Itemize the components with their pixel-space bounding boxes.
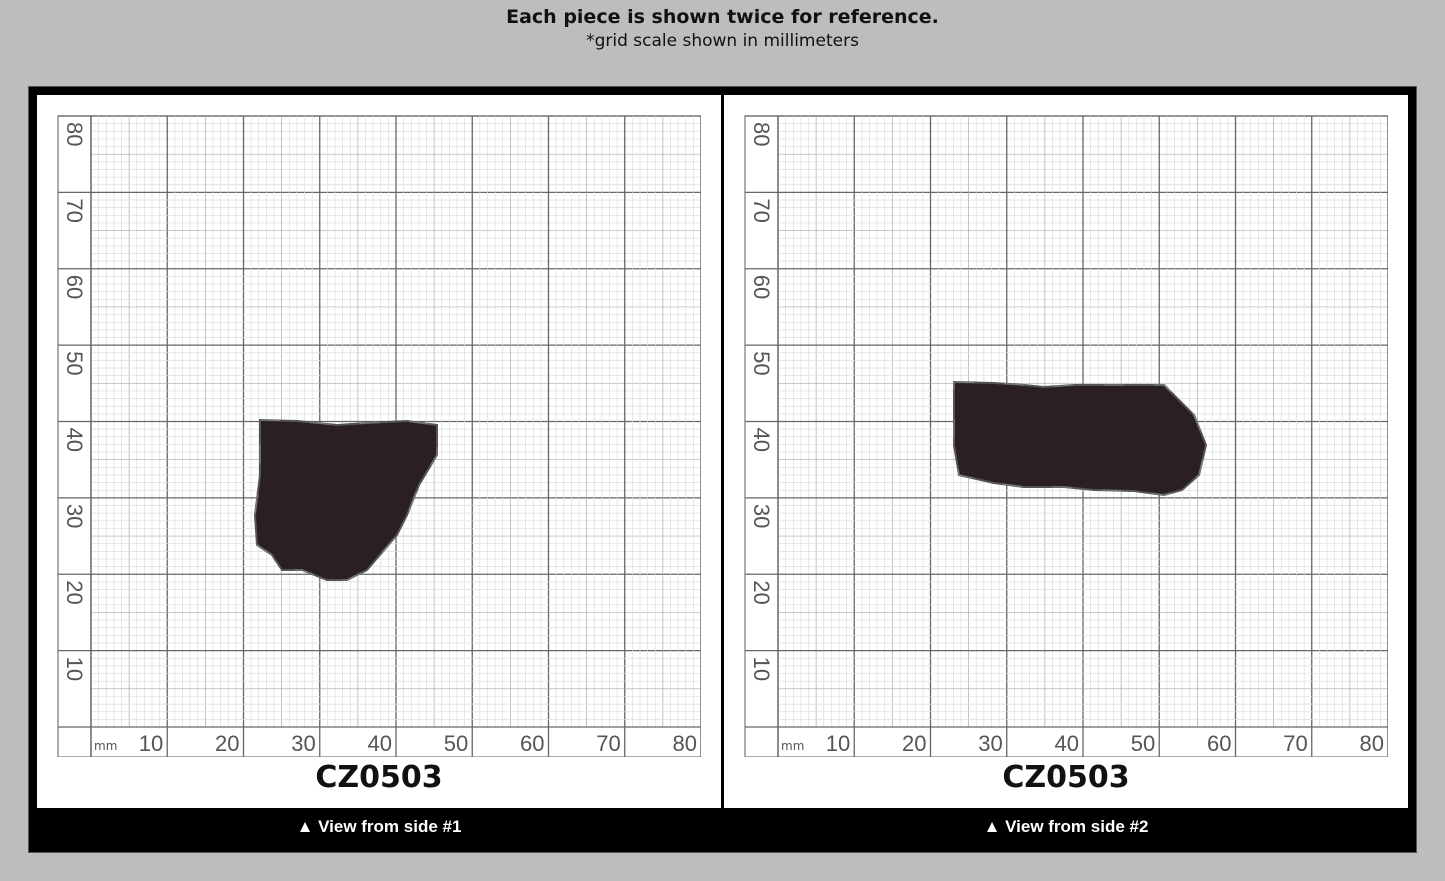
y-tick-label: 60 — [749, 275, 774, 299]
caption-side-1: ▲ View from side #1 — [296, 817, 462, 836]
unit-label: mm — [781, 739, 804, 753]
x-tick-label: 20 — [902, 731, 926, 756]
y-tick-label: 70 — [749, 198, 774, 222]
y-tick-label: 40 — [749, 428, 774, 452]
x-tick-label: 60 — [1207, 731, 1231, 756]
y-tick-label: 10 — [749, 657, 774, 681]
x-tick-label: 30 — [291, 731, 315, 756]
y-tick-label: 80 — [62, 122, 87, 146]
panel-side-2: 10 20 30 40 50 60 70 80 10 20 30 40 50 60 70 80 mm CZ050… — [724, 95, 1408, 808]
y-tick-label: 20 — [62, 580, 87, 604]
y-tick-label: 70 — [62, 198, 87, 222]
x-tick-label: 50 — [444, 731, 468, 756]
x-tick-label: 70 — [596, 731, 620, 756]
mm-grid: 10 20 30 40 50 60 70 80 10 20 30 40 50 60 70 80 mm — [57, 115, 701, 757]
y-tick-label: 10 — [62, 657, 87, 681]
x-tick-label: 80 — [673, 731, 697, 756]
x-tick-label: 40 — [1055, 731, 1079, 756]
y-tick-label: 30 — [749, 504, 774, 528]
x-tick-label: 60 — [520, 731, 544, 756]
y-tick-label: 30 — [62, 504, 87, 528]
mm-grid: 10 20 30 40 50 60 70 80 10 20 30 40 50 60 70 80 mm — [744, 115, 1388, 757]
y-tick-label: 60 — [62, 275, 87, 299]
y-tick-label: 40 — [62, 428, 87, 452]
stone-photo — [953, 380, 1208, 497]
product-code: CZ0503 — [1002, 760, 1130, 795]
y-tick-label: 50 — [62, 351, 87, 375]
y-tick-label: 80 — [749, 122, 774, 146]
stone-highlight — [254, 419, 438, 581]
x-tick-label: 20 — [215, 731, 239, 756]
header-subtitle: *grid scale shown in millimeters — [586, 31, 859, 51]
y-tick-label: 50 — [749, 351, 774, 375]
x-tick-label: 10 — [826, 731, 850, 756]
x-tick-label: 50 — [1131, 731, 1155, 756]
x-tick-label: 80 — [1360, 731, 1384, 756]
x-tick-label: 40 — [368, 731, 392, 756]
product-code: CZ0503 — [315, 760, 443, 795]
unit-label: mm — [94, 739, 117, 753]
panel-side-1: 10 20 30 40 50 60 70 80 10 20 30 40 50 60 70 80 mm CZ050… — [37, 95, 721, 808]
x-tick-label: 70 — [1283, 731, 1307, 756]
header-title: Each piece is shown twice for reference. — [506, 6, 939, 28]
x-tick-label: 10 — [139, 731, 163, 756]
caption-side-2: ▲ View from side #2 — [983, 817, 1149, 836]
y-tick-label: 20 — [749, 580, 774, 604]
x-tick-label: 30 — [978, 731, 1002, 756]
